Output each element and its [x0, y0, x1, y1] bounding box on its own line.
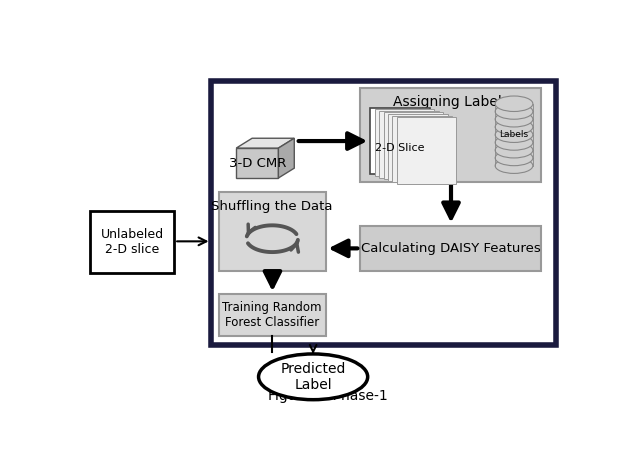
- Text: Assigning Labels: Assigning Labels: [393, 95, 509, 109]
- Polygon shape: [388, 114, 447, 181]
- Ellipse shape: [259, 354, 367, 400]
- Text: Training Random
Forest Classifier: Training Random Forest Classifier: [223, 301, 322, 329]
- Ellipse shape: [495, 158, 533, 173]
- Text: Labels: Labels: [499, 130, 529, 139]
- FancyBboxPatch shape: [219, 192, 326, 271]
- Ellipse shape: [495, 112, 533, 127]
- Text: 2-D Slice: 2-D Slice: [375, 143, 425, 153]
- Ellipse shape: [495, 143, 533, 158]
- Text: Shuffling the Data: Shuffling the Data: [211, 200, 333, 213]
- Text: Calculating DAISY Features: Calculating DAISY Features: [361, 242, 541, 255]
- Text: Predicted
Label: Predicted Label: [280, 362, 346, 392]
- Polygon shape: [236, 138, 294, 148]
- Ellipse shape: [495, 96, 533, 112]
- Polygon shape: [278, 138, 294, 178]
- Text: 3-D CMR: 3-D CMR: [228, 157, 286, 170]
- Ellipse shape: [495, 150, 533, 166]
- Ellipse shape: [495, 104, 533, 119]
- FancyBboxPatch shape: [211, 81, 556, 345]
- Ellipse shape: [495, 119, 533, 135]
- FancyBboxPatch shape: [360, 88, 541, 181]
- Text: Unlabeled
2-D slice: Unlabeled 2-D slice: [100, 228, 164, 256]
- Polygon shape: [236, 148, 278, 178]
- Polygon shape: [374, 109, 434, 176]
- Ellipse shape: [495, 135, 533, 150]
- Polygon shape: [383, 112, 443, 179]
- FancyBboxPatch shape: [360, 225, 541, 271]
- Polygon shape: [392, 116, 452, 182]
- FancyBboxPatch shape: [90, 212, 174, 273]
- Polygon shape: [379, 111, 438, 178]
- Ellipse shape: [495, 127, 533, 143]
- Text: Figure 3: Phase-1: Figure 3: Phase-1: [268, 389, 388, 403]
- Polygon shape: [397, 117, 456, 184]
- FancyBboxPatch shape: [219, 294, 326, 336]
- Polygon shape: [370, 107, 429, 175]
